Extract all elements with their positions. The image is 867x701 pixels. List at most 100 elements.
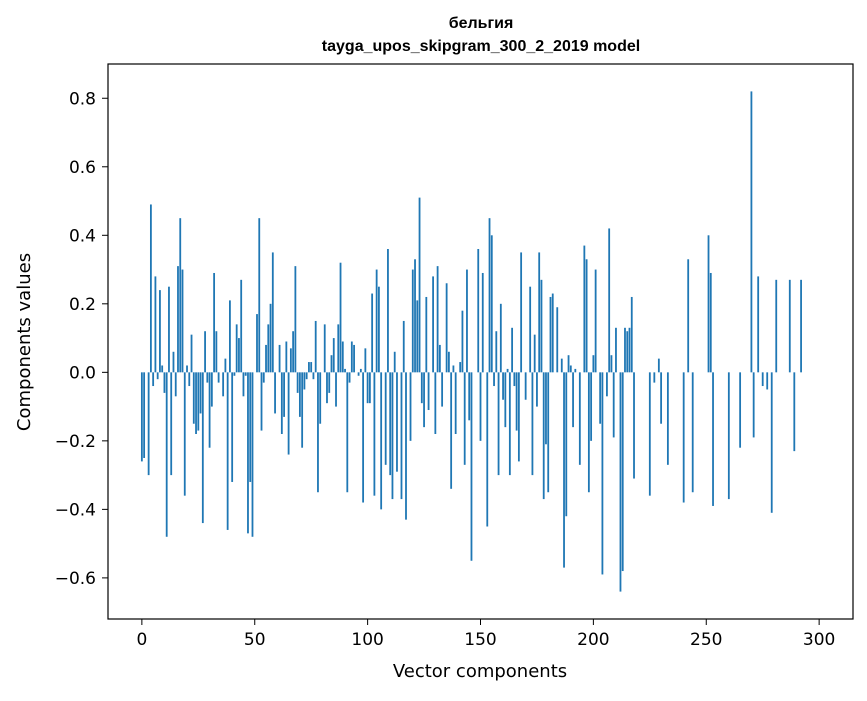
bar-157	[495, 331, 497, 372]
bar-210	[615, 328, 617, 373]
bar-292	[800, 280, 802, 373]
bar-197	[586, 259, 588, 372]
bar-136	[448, 352, 450, 373]
bar-78	[317, 372, 319, 492]
bar-168	[520, 252, 522, 372]
bar-160	[502, 372, 504, 399]
bar-56	[267, 324, 269, 372]
bar-0	[141, 372, 143, 461]
bar-174	[534, 335, 536, 373]
bar-161	[504, 372, 506, 427]
y-tick-label: 0.4	[69, 226, 96, 246]
bar-209	[613, 372, 615, 437]
bar-91	[346, 372, 348, 492]
bar-287	[789, 280, 791, 373]
bar-181	[550, 297, 552, 372]
bar-1	[143, 372, 145, 458]
y-tick-label: 0.6	[69, 158, 96, 178]
bar-113	[396, 372, 398, 471]
bar-225	[649, 372, 651, 495]
bar-129	[432, 276, 434, 372]
bar-172	[529, 287, 531, 373]
x-tick-label: 0	[136, 630, 147, 650]
bar-179	[545, 372, 547, 444]
bar-132	[439, 345, 441, 372]
bar-23	[193, 372, 195, 423]
bar-79	[319, 372, 321, 423]
bar-251	[708, 235, 710, 372]
bar-33	[215, 331, 217, 372]
bar-5	[152, 372, 154, 386]
bar-110	[389, 372, 391, 475]
bar-10	[164, 372, 166, 393]
bar-127	[428, 372, 430, 410]
bar-87	[337, 324, 339, 372]
bar-218	[633, 372, 635, 478]
bar-142	[462, 311, 464, 373]
bar-36	[222, 372, 224, 396]
bar-199	[590, 372, 592, 441]
bar-43	[238, 338, 240, 372]
bar-196	[583, 246, 585, 373]
bar-74	[308, 362, 310, 372]
bar-37	[224, 359, 226, 373]
bar-64	[285, 342, 287, 373]
bar-146	[471, 372, 473, 560]
bar-153	[486, 372, 488, 526]
bar-42	[236, 324, 238, 372]
bar-154	[489, 218, 491, 372]
x-tick-label: 50	[244, 630, 266, 650]
bar-145	[468, 372, 470, 420]
bar-233	[667, 372, 669, 465]
bar-72	[304, 372, 306, 389]
bar-270	[751, 91, 753, 372]
bar-188	[565, 372, 567, 516]
bar-126	[425, 297, 427, 372]
bar-217	[631, 297, 633, 372]
bar-20	[186, 365, 188, 372]
bar-26	[200, 372, 202, 413]
bar-59	[274, 372, 276, 413]
bar-55	[265, 345, 267, 372]
bar-7	[157, 372, 159, 379]
bar-230	[660, 372, 662, 423]
bar-119	[410, 372, 412, 441]
bar-54	[263, 372, 265, 382]
bar-22	[191, 335, 193, 373]
bar-208	[611, 355, 613, 372]
bar-12	[168, 287, 170, 373]
bar-252	[710, 273, 712, 372]
bar-97	[360, 369, 362, 372]
y-tick-label: −0.2	[55, 432, 96, 452]
bar-92	[349, 372, 351, 382]
bar-125	[423, 372, 425, 427]
bar-21	[188, 372, 190, 386]
bar-240	[683, 372, 685, 502]
bar-67	[292, 331, 294, 372]
bar-189	[568, 355, 570, 372]
bar-130	[434, 372, 436, 434]
bar-46	[245, 372, 247, 375]
x-tick-label: 200	[577, 630, 609, 650]
x-tick-label: 100	[351, 630, 383, 650]
bar-6	[155, 276, 157, 372]
bar-34	[218, 372, 220, 382]
bar-53	[261, 372, 263, 430]
bar-178	[543, 372, 545, 499]
x-tick-label: 300	[803, 630, 835, 650]
bar-16	[177, 266, 179, 372]
bar-29	[206, 372, 208, 382]
bar-198	[588, 372, 590, 492]
bar-135	[446, 283, 448, 372]
bar-73	[306, 372, 308, 379]
bar-139	[455, 372, 457, 434]
bar-13	[170, 372, 172, 475]
bar-99	[364, 348, 366, 372]
bar-24	[195, 372, 197, 434]
bar-216	[629, 328, 631, 373]
bar-279	[771, 372, 773, 512]
bar-81	[324, 324, 326, 372]
bar-62	[281, 372, 283, 434]
y-tick-label: −0.4	[55, 500, 96, 520]
